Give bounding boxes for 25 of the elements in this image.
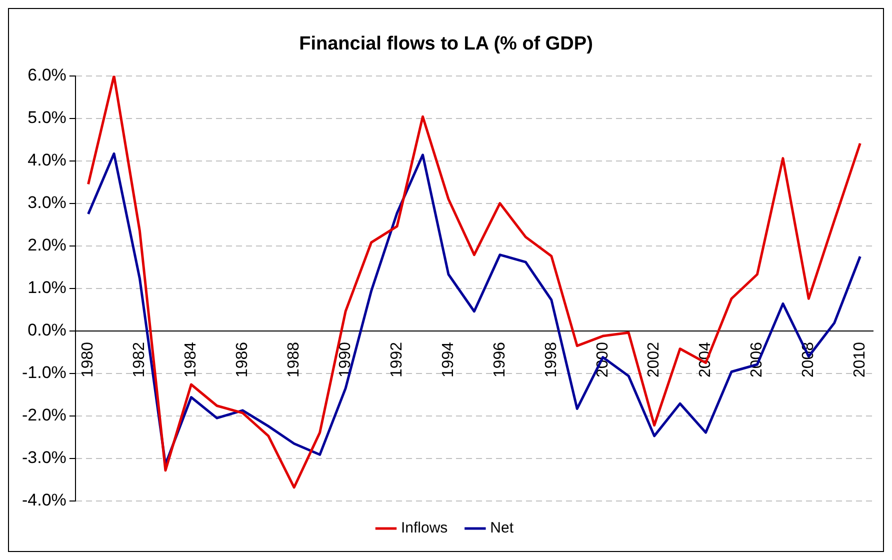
x-tick-label: 1998 <box>542 342 560 378</box>
y-tick-label: -2.0% <box>22 406 66 425</box>
x-tick-label: 2002 <box>646 342 663 378</box>
x-tick-label: 1984 <box>182 342 200 378</box>
x-tick-label: 2010 <box>852 342 869 378</box>
y-tick-label: 1.0% <box>28 278 66 298</box>
y-tick-label: 4.0% <box>28 150 66 170</box>
y-tick-label: 0.0% <box>28 320 66 340</box>
x-tick-label: 1982 <box>131 342 148 378</box>
y-tick-label: -3.0% <box>22 448 66 468</box>
y-tick-label: 6.0% <box>28 65 66 84</box>
x-tick-label: 1986 <box>234 342 252 378</box>
y-tick-label: -1.0% <box>22 363 66 382</box>
legend-label: Inflows <box>400 520 448 537</box>
legend-label: Net <box>490 520 514 537</box>
y-tick-label: 5.0% <box>28 108 66 128</box>
y-tick-label: 3.0% <box>28 193 66 212</box>
x-tick-label: 1988 <box>286 342 303 378</box>
x-tick-label: 1992 <box>388 342 406 378</box>
y-tick-label: -4.0% <box>22 490 66 510</box>
x-tick-label: 1994 <box>440 342 457 378</box>
chart-title: Financial flows to LA (% of GDP) <box>299 34 593 55</box>
y-tick-label: 2.0% <box>28 236 66 255</box>
x-tick-label: 1980 <box>80 342 97 378</box>
x-tick-label: 1996 <box>491 342 508 378</box>
